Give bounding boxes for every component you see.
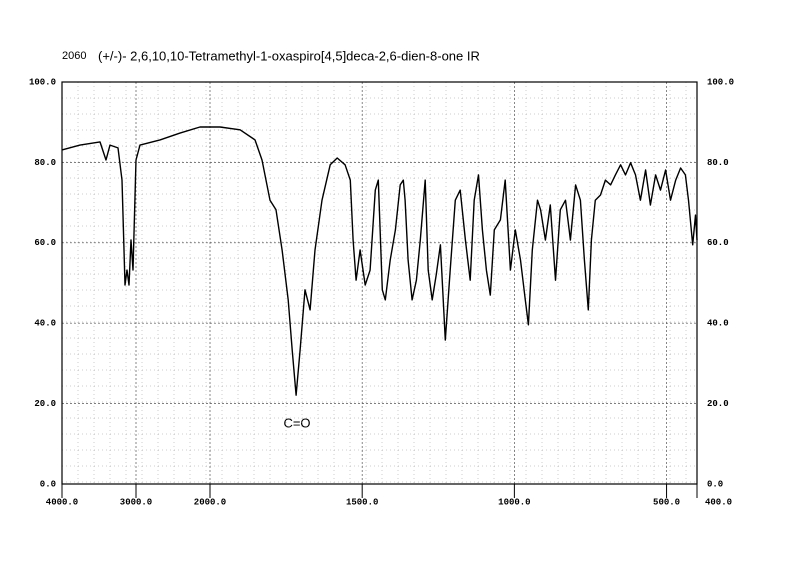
x-tick-label: 1000.0 (498, 497, 530, 507)
x-tick-label: 400.0 (705, 497, 732, 507)
x-tick-label: 4000.0 (46, 497, 78, 507)
y2-tick-label: 60.0 (707, 238, 729, 248)
x-tick-label: 500.0 (653, 497, 680, 507)
y2-tick-label: 100.0 (707, 77, 734, 87)
annotation: C=O (283, 415, 310, 430)
y-tick-label: 20.0 (34, 399, 56, 409)
y-tick-label: 40.0 (34, 319, 56, 329)
x-tick-label: 3000.0 (120, 497, 152, 507)
y-tick-label: 80.0 (34, 158, 56, 168)
y2-tick-label: 20.0 (707, 399, 729, 409)
y2-tick-label: 40.0 (707, 319, 729, 329)
plot-frame (61, 81, 698, 485)
x-tick-label: 1500.0 (346, 497, 378, 507)
y2-tick-label: 0.0 (707, 479, 723, 489)
spectrum-line (61, 126, 698, 396)
y-tick-label: 100.0 (29, 77, 56, 87)
y-tick-label: 0.0 (40, 479, 56, 489)
y2-tick-label: 80.0 (707, 158, 729, 168)
sample-id: 2060 (62, 50, 86, 62)
x-tick-label: 2000.0 (194, 497, 226, 507)
y-tick-label: 60.0 (34, 238, 56, 248)
chart-title: (+/-)- 2,6,10,10-Tetramethyl-1-oxaspiro[… (98, 48, 480, 63)
